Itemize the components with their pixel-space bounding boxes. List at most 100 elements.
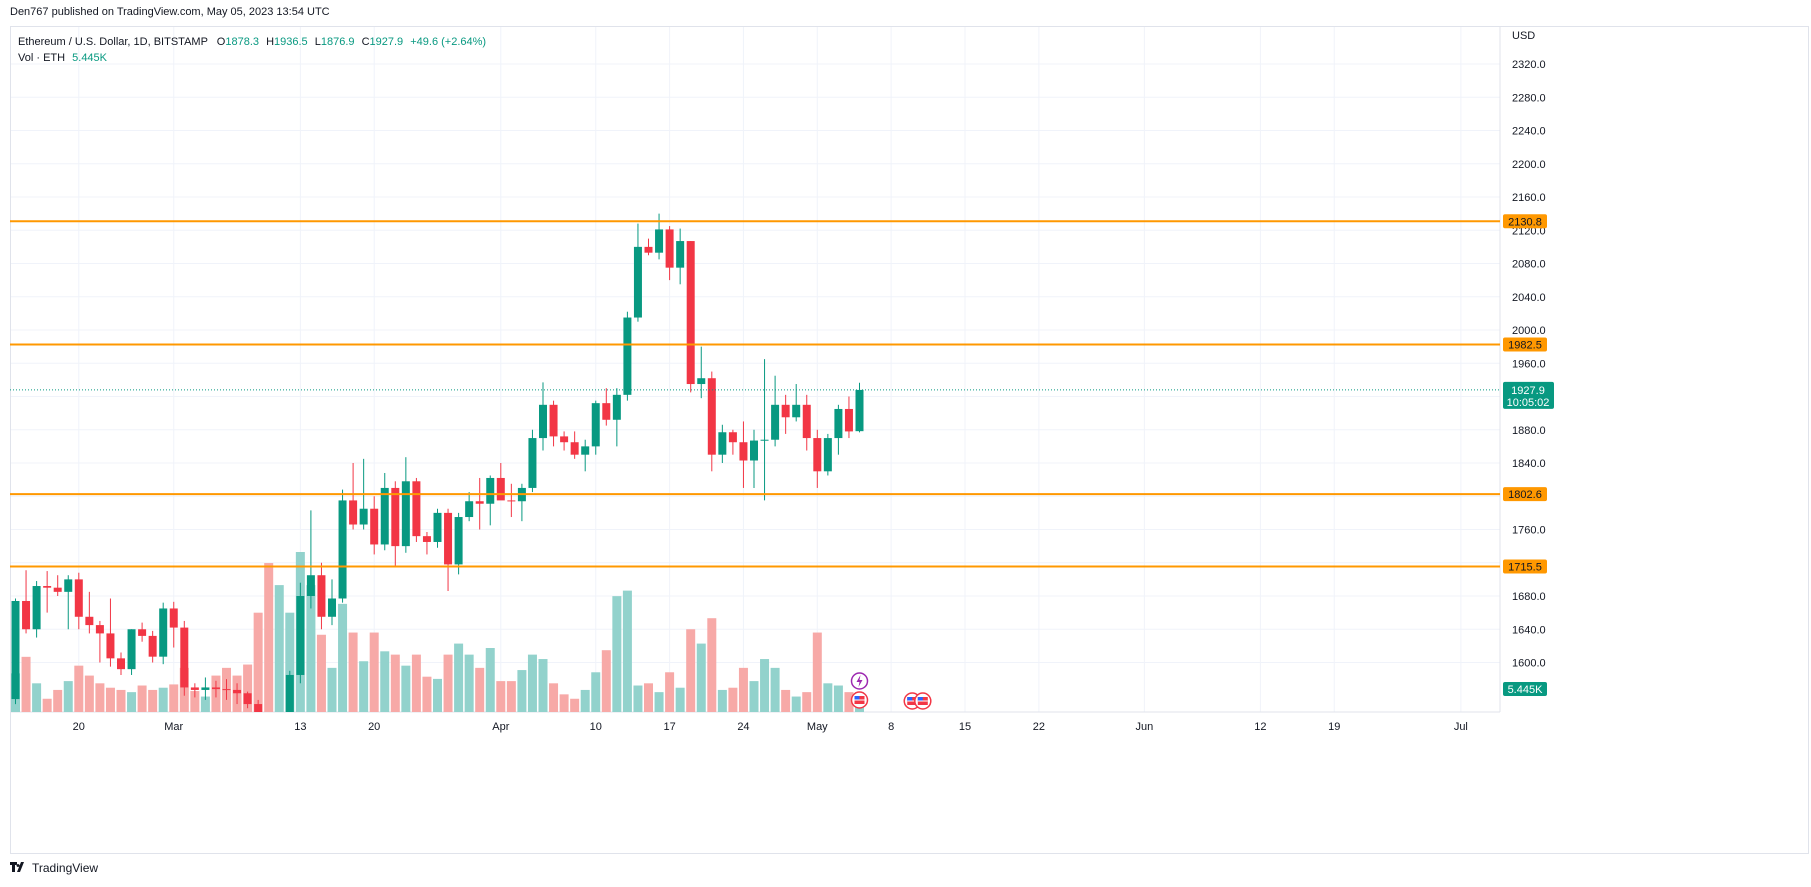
volume-bar: [559, 694, 569, 712]
level-price-label: 1982.5: [1508, 340, 1542, 352]
candle-body: [433, 512, 442, 542]
volume-bar: [84, 675, 94, 712]
candle-body: [750, 440, 758, 461]
tradingview-logo-icon[interactable]: [10, 861, 28, 875]
open-value: 1878.3: [225, 36, 259, 48]
volume-bar: [158, 687, 168, 712]
volume-bar: [696, 643, 706, 712]
volume-bar: [243, 664, 253, 712]
candle-body: [190, 687, 199, 690]
date-tick-label: Jun: [1135, 721, 1153, 733]
volume-bar: [686, 629, 696, 712]
candle-body: [570, 442, 579, 455]
candle-body: [528, 438, 537, 488]
candle-body: [581, 446, 590, 455]
volume-bar: [485, 648, 495, 712]
volume-label[interactable]: Vol · ETH: [18, 52, 66, 64]
candle-body: [127, 629, 136, 670]
price-tick-label: 1960.0: [1512, 358, 1546, 370]
volume-bar: [306, 585, 316, 712]
candle-body: [465, 501, 474, 518]
publisher-line: Den767 published on TradingView.com, May…: [10, 6, 330, 18]
candle-body: [422, 536, 431, 542]
price-tick-label: 1600.0: [1512, 658, 1546, 670]
candle-body: [11, 600, 20, 700]
candle-body: [760, 439, 769, 441]
candle-body: [74, 579, 83, 617]
candle-body: [612, 394, 621, 420]
candle-body: [707, 378, 716, 455]
volume-bar: [401, 665, 411, 712]
candle-body: [623, 317, 632, 395]
volume-bar: [812, 632, 822, 712]
brand-name[interactable]: TradingView: [32, 861, 99, 875]
volume-row: Vol · ETH 5.445K: [18, 50, 486, 66]
candle-body: [496, 477, 505, 501]
volume-bar: [127, 692, 137, 712]
candle-body: [549, 404, 558, 437]
last-price-tag: [1503, 381, 1554, 409]
volume-bar: [738, 667, 748, 712]
candle-body: [718, 432, 727, 455]
volume-bar: [411, 654, 421, 712]
volume-bar: [21, 656, 31, 712]
lightning-event-icon: [850, 672, 869, 690]
volume-bar: [390, 654, 400, 712]
candle-body: [349, 500, 358, 525]
candle-body: [275, 771, 283, 808]
us-flag-canton: [917, 697, 923, 701]
volume-bar: [538, 659, 548, 712]
candle-body: [106, 633, 115, 659]
lightning-glyph: [856, 675, 863, 687]
chart-frame: [10, 26, 1809, 854]
candle-body: [306, 575, 315, 596]
currency-label: USD: [1512, 30, 1535, 42]
candle-body: [655, 229, 664, 253]
candle-body: [855, 389, 864, 432]
volume-bar: [823, 683, 833, 712]
volume-bar: [760, 659, 770, 712]
candle-body: [834, 408, 843, 439]
volume-bar: [728, 687, 738, 712]
candle-body: [844, 408, 853, 432]
close-value: 1927.9: [369, 36, 404, 48]
candle-body: [85, 616, 94, 626]
date-tick-label: Mar: [164, 721, 183, 733]
volume-bar: [137, 685, 147, 712]
price-tick-label: 1840.0: [1512, 458, 1546, 470]
candle-body: [32, 586, 41, 630]
candle-body: [43, 586, 52, 588]
volume-bar: [633, 685, 643, 712]
date-tick-label: 24: [737, 721, 749, 733]
volume-bar: [338, 603, 348, 712]
price-tick-label: 1760.0: [1512, 525, 1546, 537]
candle-body: [211, 687, 220, 690]
date-tick-label: Jul: [1454, 721, 1468, 733]
volume-bar: [527, 654, 537, 712]
level-price-tag: [1503, 214, 1547, 229]
low-value: 1876.9: [320, 36, 355, 48]
candle-body: [338, 500, 347, 599]
date-tick-label: 13: [294, 721, 306, 733]
volume-bar: [169, 684, 179, 712]
candle-body: [22, 600, 31, 630]
volume-bar: [42, 698, 52, 712]
volume-bar: [675, 687, 685, 712]
volume-bar: [253, 612, 263, 712]
volume-bar: [570, 698, 580, 712]
level-price-label: 1802.6: [1508, 489, 1542, 501]
price-tick-label: 2240.0: [1512, 126, 1546, 138]
candle-body: [412, 481, 421, 537]
candle-body: [591, 403, 600, 447]
candle-body: [739, 442, 748, 461]
symbol-label[interactable]: Ethereum / U.S. Dollar, 1D, BITSTAMP: [18, 36, 208, 48]
us-flag-event-icon: [850, 691, 869, 709]
candle-body: [159, 608, 168, 657]
volume-bar: [116, 689, 126, 712]
volume-bar: [74, 665, 84, 712]
volume-bar: [316, 634, 326, 712]
volume-bar: [443, 654, 453, 712]
volume-bar: [791, 696, 801, 712]
volume-bar: [200, 696, 210, 712]
